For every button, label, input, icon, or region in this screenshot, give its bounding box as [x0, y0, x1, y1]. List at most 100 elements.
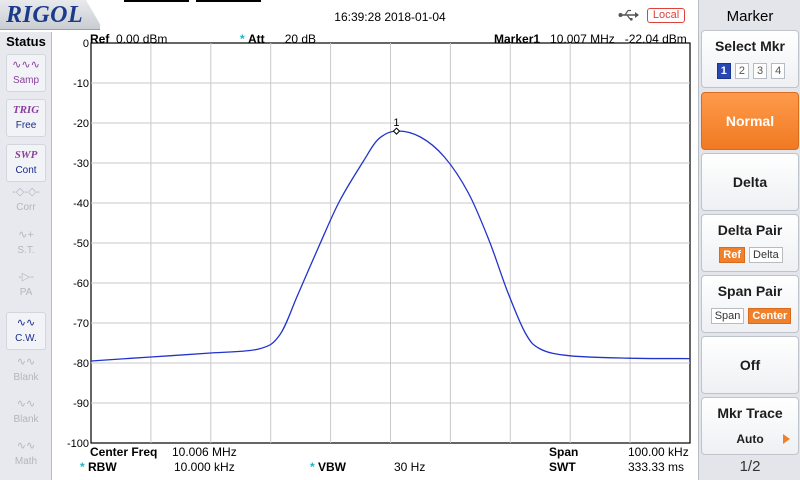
off-label: Off [739, 357, 761, 373]
coupled-indicator-icon: * [310, 460, 315, 474]
span-pair-option-center[interactable]: Center [748, 308, 792, 324]
normal-marker-button[interactable]: Normal [701, 92, 799, 150]
top-bar: RIGOL 16:39:28 2018-01-04 Local [0, 0, 698, 32]
y-tick-label: -40 [73, 198, 89, 210]
span-pair-button[interactable]: Span Pair Span Center [701, 275, 799, 333]
status-item-free: TRIG Free [6, 99, 46, 137]
select-marker-label: Select Mkr [714, 38, 786, 54]
vbw-label: VBW [318, 460, 347, 474]
status-item-blank: ∿∿ Blank [6, 352, 46, 390]
status-item-corr: -◇-◇- Corr [6, 182, 46, 220]
math-trace-icon: ∿∿ [16, 440, 36, 452]
delta-pair-option-delta[interactable]: Delta [749, 247, 783, 263]
y-tick-label: -60 [73, 278, 89, 290]
menu-title: Marker [726, 8, 774, 25]
y-tick-label: -100 [67, 438, 89, 450]
rbw-value: 10.000 kHz [174, 460, 235, 474]
span-value: 100.00 kHz [628, 445, 689, 459]
vbw-value: 30 Hz [394, 460, 426, 474]
usb-icon [618, 9, 639, 21]
status-item-label: Blank [13, 372, 39, 383]
span-label: Span [549, 445, 579, 459]
swt-label: SWT [549, 460, 576, 474]
sweep-icon: SWP [14, 149, 38, 161]
status-item-label: S.T. [17, 245, 35, 256]
marker-chip-3[interactable]: 3 [753, 63, 768, 79]
sig-track-icon: ∿+ [18, 229, 34, 241]
status-item-label: Free [15, 120, 37, 131]
status-item-label: Cont [15, 165, 37, 176]
span-pair-label: Span Pair [717, 283, 783, 299]
menu-page-indicator: 1/2 [739, 458, 761, 475]
status-item-label: Math [14, 456, 38, 467]
marker-trace-label: Mkr Trace [717, 405, 783, 421]
ref-value: 0.00 dBm [116, 32, 168, 46]
marker-label: Marker1 [494, 32, 541, 46]
delta-marker-button[interactable]: Delta [701, 153, 799, 211]
y-tick-label: -20 [73, 118, 89, 130]
datetime-display: 16:39:28 2018-01-04 [334, 10, 446, 24]
rbw-readout: * RBW [80, 460, 117, 474]
title-underline [196, 0, 261, 2]
marker-off-button[interactable]: Off [701, 336, 799, 394]
attenuation-readout: * Att 20 dB [240, 32, 316, 46]
normal-label: Normal [725, 113, 775, 129]
status-item-label: PA [19, 287, 33, 298]
delta-pair-options: Ref Delta [702, 247, 800, 263]
status-item-blank: ∿∿ Blank [6, 394, 46, 432]
delta-pair-option-ref[interactable]: Ref [719, 247, 746, 263]
y-tick-label: -10 [73, 78, 89, 90]
status-item-pa: -▷- PA [6, 267, 46, 305]
ref-level-readout: Ref 0.00 dBm [90, 32, 167, 46]
center-freq-value: 10.006 MHz [172, 445, 237, 459]
preamp-icon: -▷- [18, 271, 34, 283]
marker-trace-button[interactable]: Mkr Trace Auto [701, 397, 799, 455]
status-item-samp: ∿∿∿ Samp [6, 54, 46, 92]
coupled-indicator-icon: * [80, 460, 85, 474]
remote-mode-badge: Local [647, 8, 685, 23]
blank-trace-icon: ∿∿ [16, 398, 36, 410]
y-tick-label: 0 [83, 38, 89, 50]
att-value: 20 dB [284, 32, 317, 46]
swt-readout: SWT [549, 460, 576, 474]
ref-label: Ref [90, 32, 110, 46]
center-freq-readout: Center Freq [90, 445, 157, 459]
status-item-label: C.W. [15, 333, 37, 344]
submenu-arrow-icon [783, 434, 790, 444]
status-item-st: ∿+ S.T. [6, 225, 46, 263]
span-pair-option-span[interactable]: Span [710, 308, 745, 324]
marker-frequency: 10.007 MHz [550, 32, 615, 46]
corr-icon: -◇-◇- [12, 186, 40, 198]
center-freq-label: Center Freq [90, 445, 158, 459]
span-readout: Span [549, 445, 578, 459]
marker-chip-1[interactable]: 1 [716, 63, 731, 79]
y-tick-label: -50 [73, 238, 89, 250]
swt-value: 333.33 ms [628, 460, 685, 474]
status-item-cont: SWP Cont [6, 144, 46, 182]
marker-readout: Marker1 10.007 MHz -22.04 dBm [494, 32, 687, 46]
trig-icon: TRIG [12, 104, 40, 116]
y-tick-label: -90 [73, 398, 89, 410]
y-tick-label: -70 [73, 318, 89, 330]
status-panel: Status ∿∿∿ Samp TRIG Free SWP Cont -◇-◇- Corr ∿+… [0, 32, 52, 480]
status-item-label: Samp [12, 75, 40, 86]
y-tick-label: -80 [73, 358, 89, 370]
marker-trace-value: Auto [736, 432, 764, 446]
delta-pair-label: Delta Pair [717, 222, 783, 238]
wave-icon: ∿∿∿ [12, 59, 40, 71]
marker-level: -22.04 dBm [624, 32, 687, 46]
vbw-readout: * VBW [310, 460, 346, 474]
status-item-math: ∿∿ Math [6, 436, 46, 474]
delta-pair-button[interactable]: Delta Pair Ref Delta [701, 214, 799, 272]
coupled-indicator-icon: * [240, 32, 245, 46]
y-tick-label: -30 [73, 158, 89, 170]
att-label: Att [248, 32, 265, 46]
brand-name: RIGOL [6, 2, 84, 28]
marker-chip-2[interactable]: 2 [734, 63, 749, 79]
title-underline [124, 0, 189, 2]
status-item-label: Corr [16, 202, 36, 213]
marker-chip-4[interactable]: 4 [771, 63, 786, 79]
